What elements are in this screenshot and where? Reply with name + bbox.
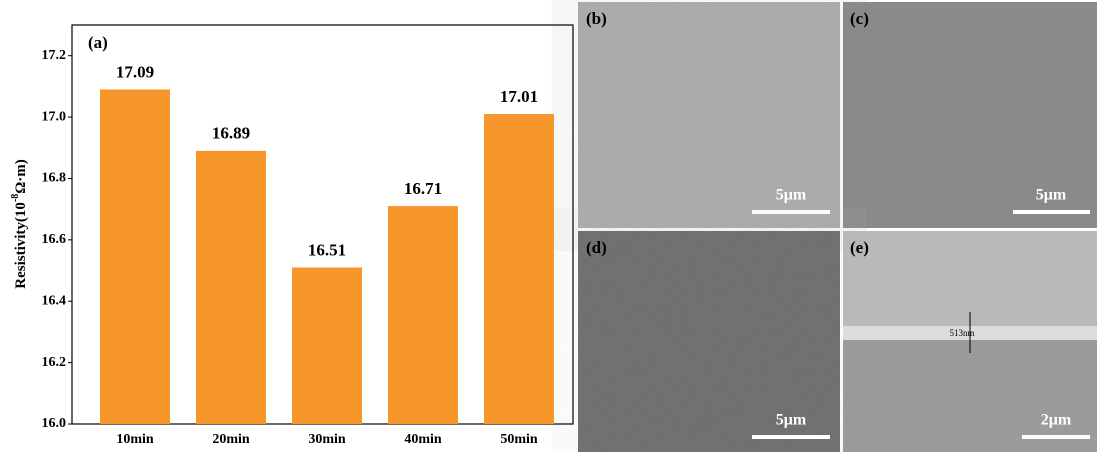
y-tick-label: 16.4 bbox=[42, 293, 67, 308]
y-label-unit: Ω·m) bbox=[13, 159, 29, 194]
panel-label: (e) bbox=[850, 238, 869, 257]
value-label: 16.89 bbox=[212, 124, 250, 143]
y-tick-label: 16.8 bbox=[42, 171, 67, 186]
y-tick-label: 17.0 bbox=[42, 109, 67, 124]
value-label: 17.09 bbox=[116, 62, 154, 81]
panel-label: (d) bbox=[586, 238, 607, 257]
x-tick-label: 10min bbox=[116, 432, 154, 447]
scale-bar-label: 5μm bbox=[776, 187, 807, 204]
value-label: 16.71 bbox=[404, 179, 442, 198]
y-axis-label: Resistivity(10-8Ω·m) bbox=[10, 159, 29, 289]
x-tick-label: 20min bbox=[212, 432, 250, 447]
y-tick-label: 16.0 bbox=[42, 416, 67, 431]
x-tick-label: 50min bbox=[500, 432, 538, 447]
bar bbox=[100, 89, 170, 424]
annotation: 513nm bbox=[949, 328, 974, 338]
x-tick-label: 40min bbox=[404, 432, 442, 447]
scale-bar-label: 5μm bbox=[1036, 187, 1067, 204]
bar bbox=[292, 267, 362, 424]
y-label-text: Resistivity(10 bbox=[13, 202, 29, 289]
panel-label: (a) bbox=[88, 33, 108, 52]
y-tick-label: 16.6 bbox=[42, 232, 67, 247]
panel-label: (b) bbox=[586, 9, 607, 28]
y-tick-label: 17.2 bbox=[42, 48, 67, 63]
sem-panel-e: (e) 513nm 2μm bbox=[843, 231, 1097, 452]
bar bbox=[484, 114, 554, 424]
panel-label: (c) bbox=[850, 9, 869, 28]
bar bbox=[196, 151, 266, 424]
value-label: 16.51 bbox=[308, 240, 346, 259]
sem-panel-c: (c) 5μm bbox=[843, 2, 1097, 228]
scale-bar-label: 2μm bbox=[1041, 412, 1072, 429]
bar bbox=[388, 206, 458, 424]
y-label-superscript: -8 bbox=[10, 194, 21, 202]
x-tick-label: 30min bbox=[308, 432, 346, 447]
scale-bar-label: 5μm bbox=[776, 412, 807, 429]
value-label: 17.01 bbox=[500, 87, 538, 106]
figure: (b) 5μm (c) 5μm (d) 5μm (e) 513nm 2μm (a… bbox=[0, 0, 1097, 452]
sem-panel-d: (d) 5μm bbox=[578, 231, 840, 452]
y-tick-label: 16.2 bbox=[42, 355, 67, 370]
sem-panel-b: (b) 5μm bbox=[578, 2, 840, 228]
